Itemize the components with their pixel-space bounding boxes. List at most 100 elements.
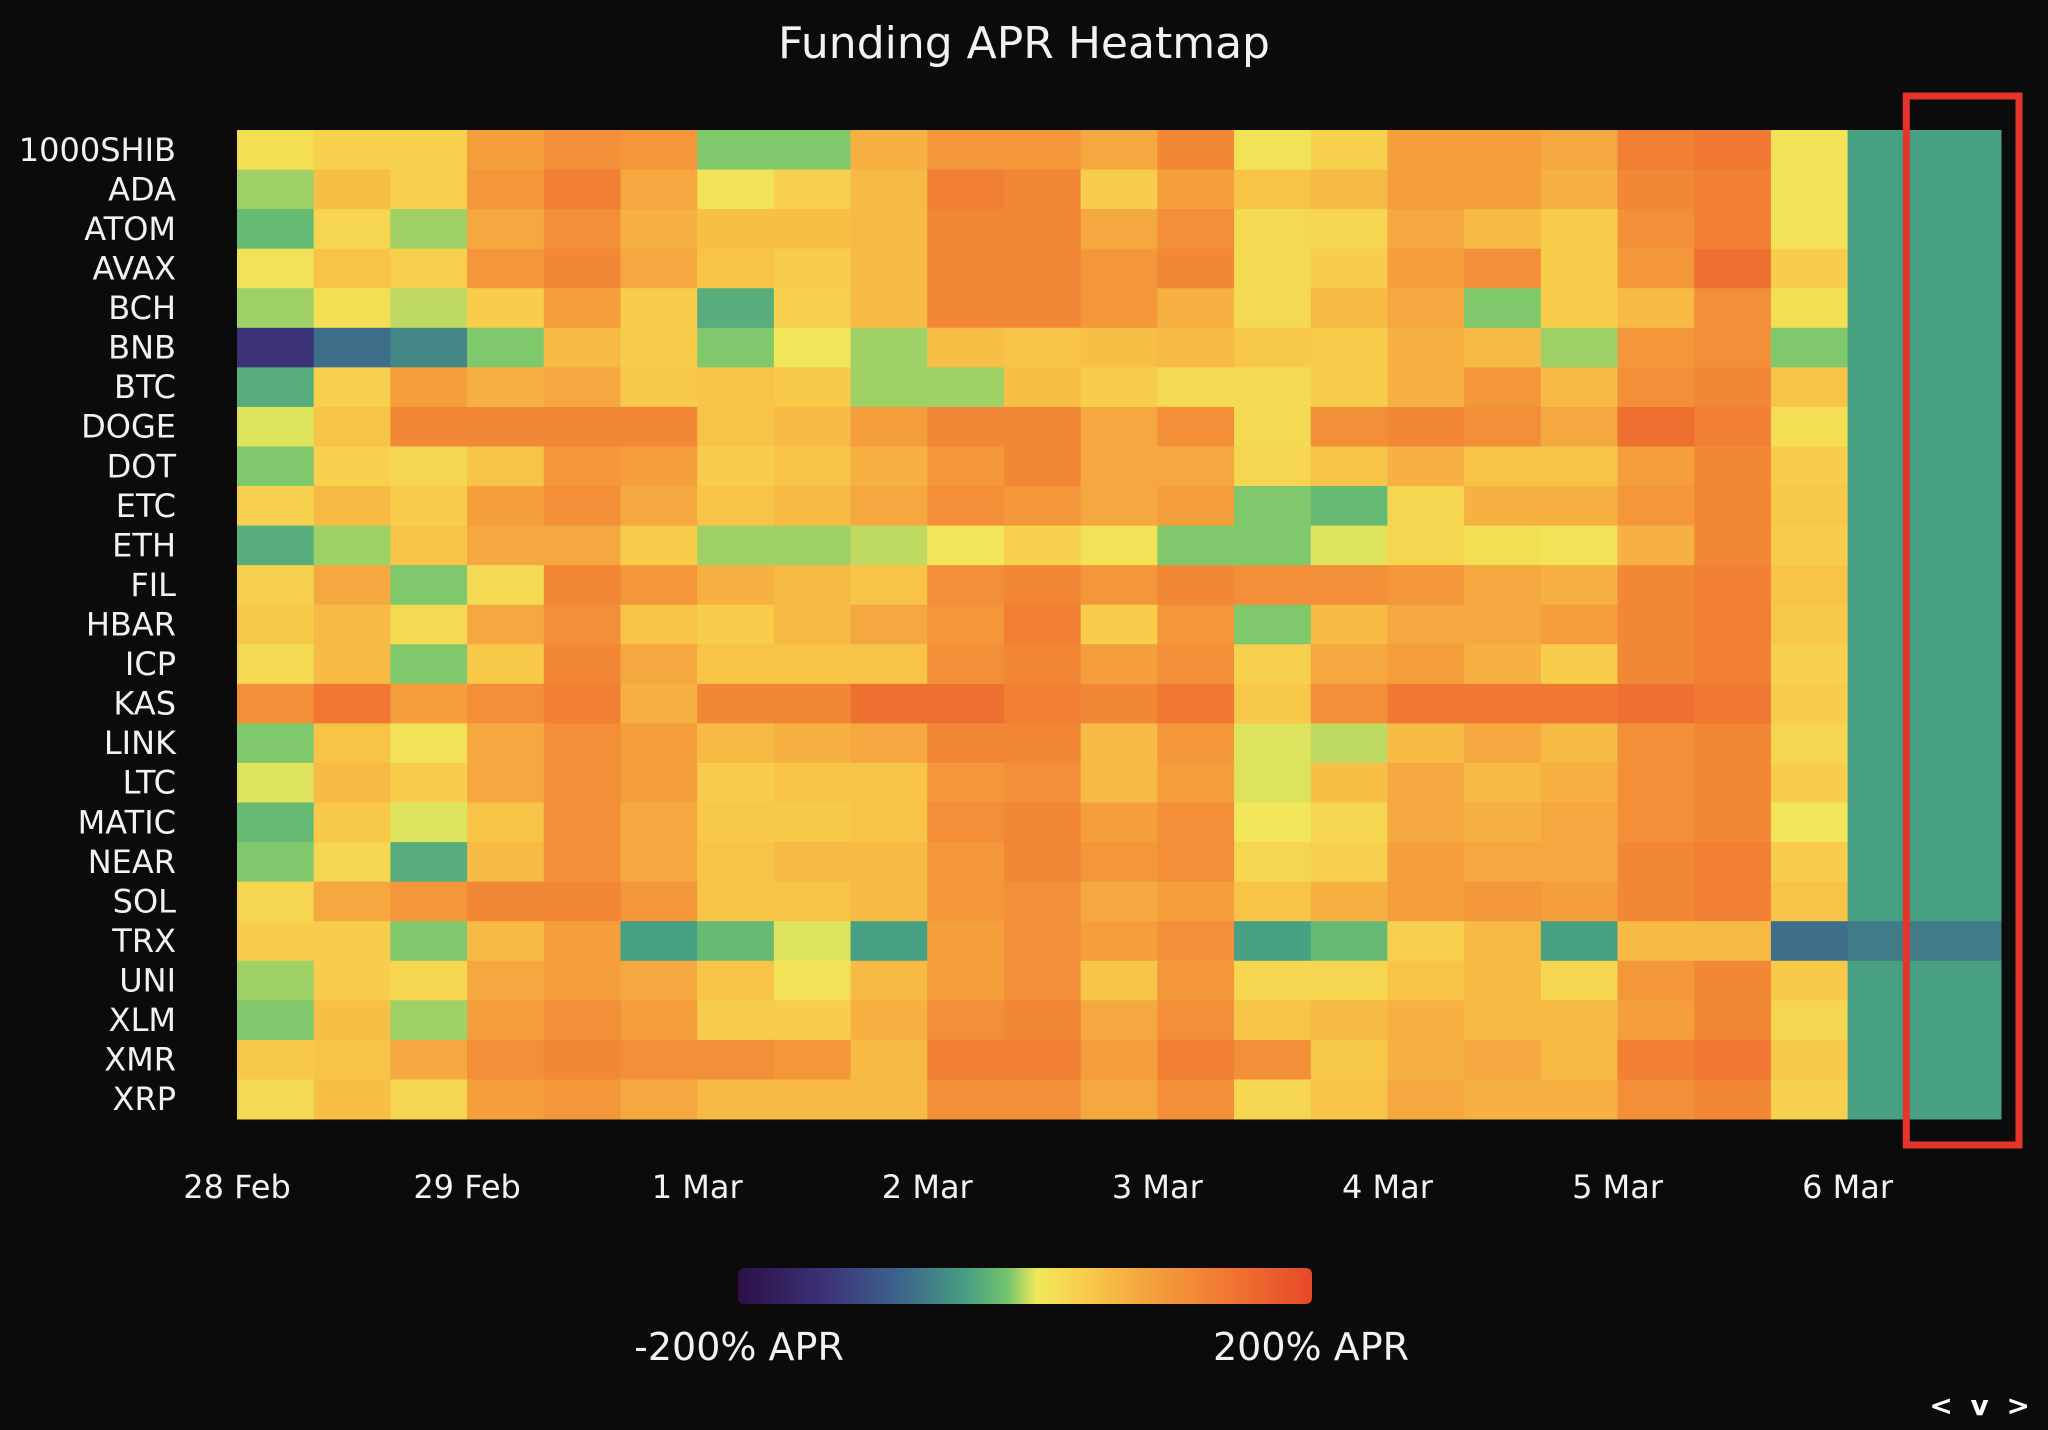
heatmap-cell xyxy=(1157,130,1235,171)
heatmap-cell xyxy=(620,327,698,368)
heatmap-cell xyxy=(1770,762,1849,804)
heatmap-cell xyxy=(1310,130,1388,171)
heatmap-cell xyxy=(850,327,928,368)
heatmap-cell xyxy=(1540,486,1619,527)
heatmap-cell xyxy=(1464,762,1542,804)
heatmap-cell xyxy=(1157,842,1235,883)
heatmap-cell xyxy=(927,960,1005,1001)
heatmap-cell xyxy=(1003,486,1082,527)
heatmap-cell xyxy=(1540,169,1619,210)
heatmap-cell xyxy=(313,881,391,922)
heatmap-cell xyxy=(1234,842,1312,883)
heatmap-cell xyxy=(697,644,775,685)
heatmap-cell xyxy=(1387,723,1465,764)
heatmap-cell xyxy=(697,367,775,408)
colorbar-max-label: 200% APR xyxy=(1212,1325,1410,1369)
heatmap-cell xyxy=(773,644,852,685)
heatmap-cell xyxy=(1080,446,1158,487)
heatmap-cell xyxy=(927,1039,1005,1080)
heatmap-cell xyxy=(1080,1039,1158,1080)
heatmap-cell xyxy=(1234,169,1312,210)
row-label: ATOM xyxy=(84,210,176,248)
row-label: LINK xyxy=(104,724,177,762)
heatmap-cell xyxy=(237,406,315,447)
row-label: UNI xyxy=(119,962,176,1000)
heatmap-cell xyxy=(1694,486,1772,527)
heatmap-cell xyxy=(620,723,698,764)
heatmap-cell xyxy=(1234,644,1312,685)
heatmap-cell xyxy=(543,565,621,606)
heatmap-cell xyxy=(237,288,315,329)
heatmap-cell xyxy=(1694,525,1772,566)
heatmap-cell xyxy=(1157,683,1235,724)
heatmap-cell xyxy=(1464,1079,1542,1120)
heatmap-cell xyxy=(697,1039,775,1080)
heatmap-cell xyxy=(237,248,315,289)
heatmap-cell xyxy=(313,604,391,645)
heatmap-cell xyxy=(1157,565,1235,606)
heatmap-cell xyxy=(850,367,928,408)
heatmap-cell xyxy=(850,248,928,289)
heatmap-cell xyxy=(1234,1000,1312,1041)
heatmap-cell xyxy=(543,604,621,645)
heatmap-cell xyxy=(1157,327,1235,368)
heatmap-cell xyxy=(1924,209,2002,250)
heatmap-cell xyxy=(1387,683,1465,724)
heatmap-cell xyxy=(313,209,391,250)
row-label: NEAR xyxy=(88,843,176,881)
heatmap-cell xyxy=(927,802,1005,843)
heatmap-cell xyxy=(1234,565,1312,606)
row-label: KAS xyxy=(113,685,176,723)
heatmap-cell xyxy=(850,802,928,843)
heatmap-cell xyxy=(1157,802,1235,843)
heatmap-cell xyxy=(773,486,852,527)
heatmap-cell xyxy=(1770,604,1849,645)
heatmap-cell xyxy=(390,881,468,922)
heatmap-cell xyxy=(620,1079,698,1120)
heatmap-cell xyxy=(237,209,315,250)
heatmap-cell xyxy=(1694,169,1772,210)
heatmap-cell xyxy=(390,1039,468,1080)
heatmap-cell xyxy=(1617,169,1695,210)
heatmap-cell xyxy=(1694,762,1772,804)
heatmap-cell xyxy=(1847,842,1925,883)
heatmap-cell xyxy=(1540,723,1619,764)
heatmap-cell xyxy=(390,1000,468,1041)
heatmap-cell xyxy=(1157,960,1235,1001)
heatmap-cell xyxy=(1847,288,1925,329)
heatmap-cell xyxy=(1080,683,1158,724)
heatmap-cell xyxy=(1464,248,1542,289)
nav-chevrons[interactable]: < v > xyxy=(1929,1389,2034,1422)
heatmap-cell xyxy=(773,130,852,171)
heatmap-cell xyxy=(1617,248,1695,289)
heatmap-cell xyxy=(850,486,928,527)
heatmap-cell xyxy=(850,1079,928,1120)
heatmap-cell xyxy=(1387,367,1465,408)
heatmap-cell xyxy=(1310,881,1388,922)
heatmap-cell xyxy=(1847,486,1925,527)
heatmap-cell xyxy=(620,525,698,566)
heatmap-cell xyxy=(237,604,315,645)
heatmap-cell xyxy=(1234,406,1312,447)
heatmap-cell xyxy=(1387,525,1465,566)
heatmap-cell xyxy=(1617,525,1695,566)
heatmap-cell xyxy=(1080,209,1158,250)
heatmap-cell xyxy=(1003,762,1082,804)
heatmap-cell xyxy=(1080,1000,1158,1041)
heatmap-cell xyxy=(850,446,928,487)
heatmap-cell xyxy=(1464,1000,1542,1041)
heatmap-cell xyxy=(1924,604,2002,645)
x-axis-labels: 28 Feb 29 Feb 1 Mar 2 Mar 3 Mar 4 Mar 5 Mar 6 M… xyxy=(183,1168,1894,1206)
heatmap-cell xyxy=(1847,723,1925,764)
heatmap-cell xyxy=(313,802,391,843)
heatmap-cell xyxy=(1540,1079,1619,1120)
heatmap-cell xyxy=(697,565,775,606)
heatmap-cell xyxy=(1924,565,2002,606)
heatmap-cell xyxy=(1310,762,1388,804)
heatmap-cell xyxy=(697,327,775,368)
heatmap-cell xyxy=(773,802,852,843)
heatmap-cell xyxy=(313,288,391,329)
x-tick-label: 6 Mar xyxy=(1802,1168,1894,1206)
heatmap-cell xyxy=(313,565,391,606)
heatmap-cell xyxy=(850,169,928,210)
